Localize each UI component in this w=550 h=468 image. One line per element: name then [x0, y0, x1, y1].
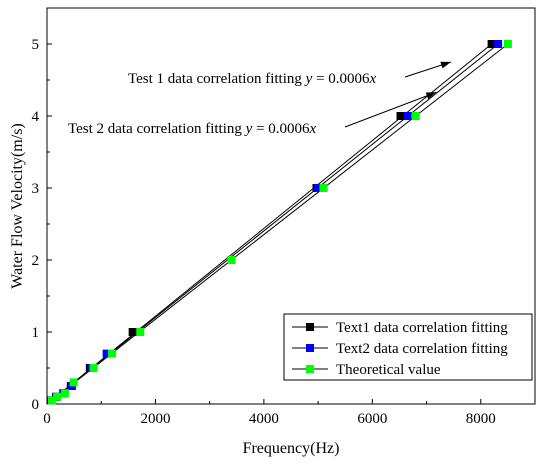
- legend-item-text2: Text2 data correlation fitting: [292, 341, 508, 357]
- data-point-series-3: [503, 40, 512, 48]
- x-tick-label: 2000: [140, 411, 170, 427]
- legend-label-text2: Text2 data correlation fitting: [336, 341, 508, 357]
- axis-ticks: 0 2000 4000 6000 8000 0 1 2 3 4 5: [32, 37, 496, 427]
- y-axis-title: Water Flow Velocity(m/s): [9, 123, 26, 289]
- y-tick-label: 1: [32, 325, 40, 341]
- annotation-test1-arrowhead: [440, 61, 451, 69]
- annotation-test2-arrow: [344, 91, 437, 128]
- data-point-series-2: [494, 40, 503, 48]
- plot-frame: [46, 7, 536, 405]
- legend-marker-theoretical: [306, 365, 314, 373]
- y-tick-label: 2: [32, 253, 40, 269]
- legend-marker-text2: [306, 344, 314, 352]
- annotation-test1: Test 1 data correlation fitting y = 0.00…: [128, 71, 377, 87]
- data-point-series-3: [319, 184, 328, 192]
- y-tick-label: 3: [32, 181, 40, 197]
- data-point-series-3: [53, 392, 62, 401]
- data-point-series-3: [89, 364, 98, 372]
- data-point-series-3: [108, 349, 117, 358]
- data-point-series-1: [487, 40, 496, 48]
- data-point-series-3: [47, 396, 56, 405]
- data-point-series-2: [403, 112, 412, 120]
- legend-item-theoretical: Theoretical value: [292, 362, 441, 378]
- annotation-test1-x: x: [369, 71, 377, 87]
- data-point-series-3: [69, 378, 78, 387]
- data-point-series-3: [136, 328, 145, 336]
- legend-item-text1: Text1 data correlation fitting: [292, 320, 508, 336]
- y-tick-label: 0: [32, 397, 40, 413]
- data-point-series-3: [411, 112, 420, 120]
- annotation-test2-eq: = 0.0006: [252, 121, 310, 137]
- fit-lines: [46, 43, 509, 405]
- legend: Text1 data correlation fitting Text2 dat…: [283, 313, 533, 381]
- legend-label-theoretical: Theoretical value: [336, 362, 441, 378]
- data-point-series-2: [314, 184, 323, 192]
- legend-marker-text1: [306, 323, 314, 331]
- data-markers: [46, 40, 512, 405]
- legend-label-text1: Text1 data correlation fitting: [336, 320, 508, 336]
- x-tick-label: 6000: [357, 411, 387, 427]
- x-tick-label: 4000: [249, 411, 279, 427]
- annotation-test2-arrowhead: [425, 92, 437, 100]
- annotation-test2-y: y: [244, 121, 253, 137]
- data-point-series-1: [396, 112, 405, 120]
- annotation-test2: Test 2 data correlation fitting y = 0.00…: [68, 121, 317, 137]
- data-point-series-1: [128, 328, 137, 336]
- x-tick-label: 0: [43, 411, 51, 427]
- annotation-test1-y: y: [304, 71, 313, 87]
- annotation-test1-eq: = 0.0006: [312, 71, 370, 87]
- data-point-series-3: [227, 256, 236, 264]
- fit-line-3: [46, 43, 509, 405]
- data-point-series-3: [60, 389, 69, 398]
- y-tick-label: 5: [32, 37, 40, 53]
- data-point-series-2: [102, 349, 111, 358]
- x-axis-title: Frequency(Hz): [243, 440, 340, 457]
- y-tick-label: 4: [32, 109, 40, 125]
- x-tick-label: 8000: [466, 411, 496, 427]
- annotation-test1-prefix: Test 1 data correlation fitting: [128, 71, 306, 87]
- annotation-test2-prefix: Test 2 data correlation fitting: [68, 121, 246, 137]
- fit-line-1: [46, 43, 492, 405]
- annotation-test2-x: x: [309, 121, 317, 137]
- fit-line-2: [46, 43, 499, 405]
